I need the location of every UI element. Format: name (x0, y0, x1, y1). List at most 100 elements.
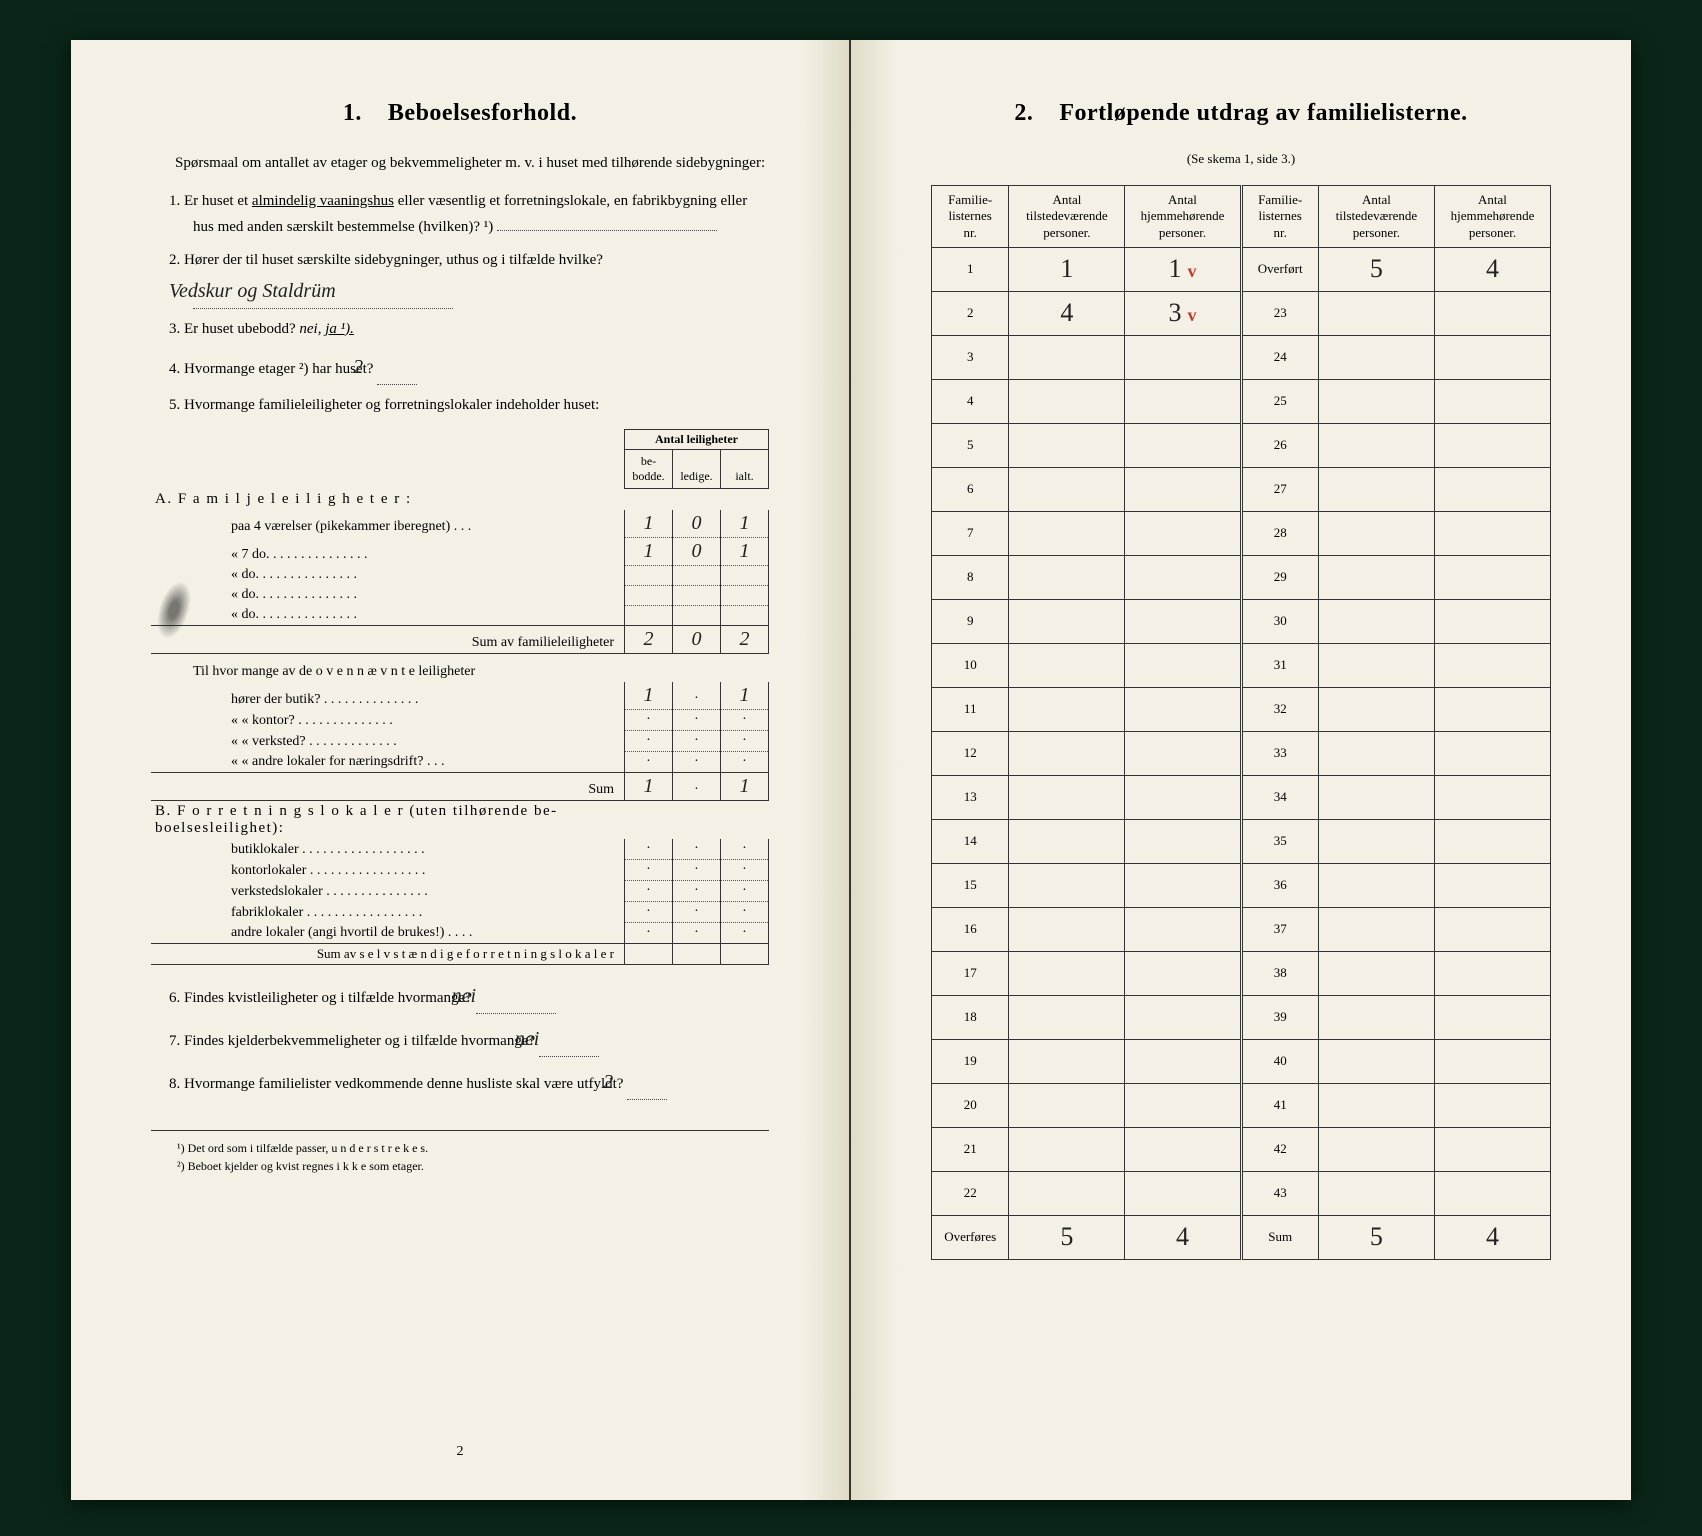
rowA2-ia: 1 (721, 537, 769, 565)
extract-row: 13 34 (932, 775, 1551, 819)
row-nr: 13 (932, 775, 1009, 819)
question-5: 5. Hvormange familieleiligheter og forre… (151, 393, 769, 419)
row-til (1009, 423, 1125, 467)
rowA3-label: « do. . . . . . . . . . . . . . . (151, 565, 625, 585)
row-til (1009, 511, 1125, 555)
section-2-text: Fortløpende utdrag av familielisterne. (1059, 100, 1467, 126)
row-hj-right (1434, 291, 1550, 335)
row-nr-right: 39 (1241, 995, 1318, 1039)
sumMid-ia: 1 (721, 773, 769, 801)
row-nr: 3 (932, 335, 1009, 379)
footnotes: ¹) Det ord som i tilfælde passer, u n d … (151, 1130, 769, 1175)
extract-row: 2142 (932, 1127, 1551, 1171)
tbl-head-ia: ialt. (721, 449, 769, 488)
rowA4-label: « do. . . . . . . . . . . . . . . (151, 585, 625, 605)
row-hj (1125, 423, 1241, 467)
extract-row: 111vOverført54 (932, 247, 1551, 291)
footnote-1: ¹) Det ord som i tilfælde passer, u n d … (151, 1139, 769, 1157)
row-nr: 15 (932, 863, 1009, 907)
b1: butiklokaler . . . . . . . . . . . . . .… (151, 839, 625, 860)
row-nr-right: 26 (1241, 423, 1318, 467)
row-hj-right (1434, 643, 1550, 687)
row-til (1009, 731, 1125, 775)
rowA1-label: paa 4 værelser (pikekammer iberegnet) . … (151, 510, 625, 538)
mid4-label: « « andre lokaler for næringsdrift? . . … (151, 752, 625, 773)
row-til (1009, 599, 1125, 643)
row-nr-right: 28 (1241, 511, 1318, 555)
row-nr-right: 33 (1241, 731, 1318, 775)
q7-pre: 7. Findes kjelderbekvemmeligheter og i t… (169, 1033, 539, 1049)
row-hj (1125, 335, 1241, 379)
question-8: 8. Hvormange familielister vedkommende d… (151, 1065, 769, 1100)
row-nr-right: 32 (1241, 687, 1318, 731)
row-til (1009, 1127, 1125, 1171)
rowA5-label: « do. . . . . . . . . . . . . . . (151, 605, 625, 626)
row-til-right (1318, 1083, 1434, 1127)
row-til-right (1318, 511, 1434, 555)
row-til-right (1318, 1171, 1434, 1215)
row-hj-right (1434, 995, 1550, 1039)
tbl-head-span: Antal leiligheter (625, 429, 769, 449)
rowA1-le: 0 (673, 510, 721, 538)
q2-pre: 2. Hører der til huset særskilte sidebyg… (169, 252, 603, 268)
row-hj-right (1434, 863, 1550, 907)
row-til-right (1318, 335, 1434, 379)
q7-answer: nei (539, 1022, 599, 1057)
row-nr: 1 (932, 247, 1009, 291)
row-til-right (1318, 995, 1434, 1039)
row-nr-right: 34 (1241, 775, 1318, 819)
extract-row: 1940 (932, 1039, 1551, 1083)
row-nr: 5 (932, 423, 1009, 467)
extract-row: 1435 (932, 819, 1551, 863)
section-a-label: A. F a m i l j e l e i l i g h e t e r : (151, 488, 769, 510)
extract-row: 829 (932, 555, 1551, 599)
question-7: 7. Findes kjelderbekvemmeligheter og i t… (151, 1022, 769, 1057)
row-til-right (1318, 731, 1434, 775)
mid1-le: · (673, 682, 721, 710)
rowA2-label: « 7 do. . . . . . . . . . . . . . . (151, 537, 625, 565)
sumMid-be: 1 (625, 773, 673, 801)
sumA-be: 2 (625, 626, 673, 654)
row-til (1009, 335, 1125, 379)
row-til (1009, 819, 1125, 863)
row-til (1009, 379, 1125, 423)
mid3-label: « « verksted? . . . . . . . . . . . . . (151, 731, 625, 752)
row-hj (1125, 1171, 1241, 1215)
row-hj (1125, 907, 1241, 951)
row-nr: 10 (932, 643, 1009, 687)
row-til-right (1318, 863, 1434, 907)
extract-row: 1839 (932, 995, 1551, 1039)
row-hj (1125, 687, 1241, 731)
q2-answer: Vedskur og Staldrüm (193, 274, 453, 309)
row-nr-right: 24 (1241, 335, 1318, 379)
row-nr-right: 29 (1241, 555, 1318, 599)
question-3: 3. Er huset ubebodd? nei, ja ¹). (151, 317, 769, 343)
head-nr-a: Familie- listernes nr. (932, 186, 1009, 248)
row-nr: 17 (932, 951, 1009, 995)
mid1-label: hører der butik? . . . . . . . . . . . .… (151, 682, 625, 710)
row-nr-right: 37 (1241, 907, 1318, 951)
mid1-be: 1 (625, 682, 673, 710)
row-hj-right (1434, 335, 1550, 379)
row-nr: 12 (932, 731, 1009, 775)
head-hj-a: Antal hjemmehørende personer. (1125, 186, 1241, 248)
extract-sum-row: Overføres54Sum54 (932, 1215, 1551, 1259)
q3-nei: nei, (299, 321, 321, 337)
q6-pre: 6. Findes kvistleiligheter og i tilfælde… (169, 990, 476, 1006)
row-til-right: 5 (1318, 247, 1434, 291)
row-til (1009, 1083, 1125, 1127)
row-nr: 22 (932, 1171, 1009, 1215)
sum-label: Sum (1241, 1215, 1318, 1259)
sumB-label: Sum av s e l v s t æ n d i g e f o r r e… (151, 944, 625, 965)
row-nr: 7 (932, 511, 1009, 555)
section-b-label: B. F o r r e t n i n g s l o k a l e r (… (151, 801, 769, 840)
extract-row: 1031 (932, 643, 1551, 687)
sumA-label: Sum av familieleiligheter (151, 626, 625, 654)
rowA1-be: 1 (625, 510, 673, 538)
row-til (1009, 687, 1125, 731)
row-nr-right: 38 (1241, 951, 1318, 995)
row-nr: 21 (932, 1127, 1009, 1171)
question-6: 6. Findes kvistleiligheter og i tilfælde… (151, 979, 769, 1014)
extract-row: 243v23 (932, 291, 1551, 335)
row-nr: 2 (932, 291, 1009, 335)
